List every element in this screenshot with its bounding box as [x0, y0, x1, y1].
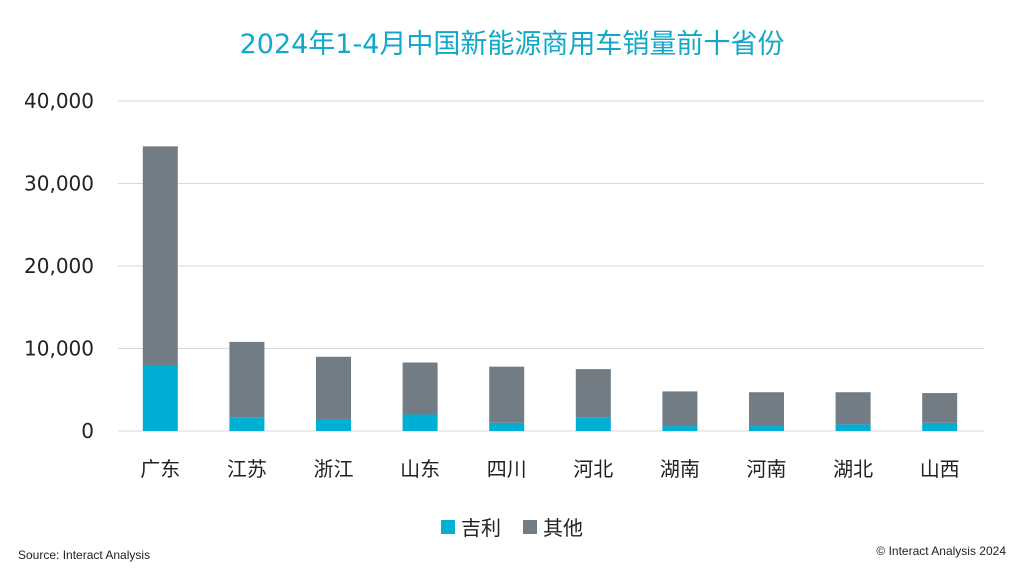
bar-segment-others	[835, 392, 871, 425]
y-tick-label: 20,000	[24, 254, 94, 278]
y-tick-label: 30,000	[24, 172, 94, 196]
bar-segment-others	[402, 362, 438, 415]
bar-segment-geely	[229, 417, 265, 431]
legend-label-others: 其他	[543, 516, 583, 540]
bar-segment-geely	[922, 422, 958, 431]
x-tick-label: 山西	[920, 457, 960, 481]
x-tick-label: 浙江	[314, 457, 354, 481]
bar-segment-geely	[575, 417, 611, 431]
x-tick-label: 四川	[487, 457, 527, 481]
bar-segment-geely	[835, 424, 871, 431]
bar-segment-geely	[489, 422, 525, 431]
y-tick-label: 10,000	[24, 337, 94, 361]
x-tick-label: 湖南	[660, 457, 700, 481]
y-tick-label: 40,000	[24, 89, 94, 113]
legend-item-others: 其他	[523, 512, 583, 541]
bar-segment-others	[316, 356, 351, 420]
legend: 吉利 其他	[0, 512, 1024, 541]
copyright-note: © Interact Analysis 2024	[876, 544, 1006, 558]
y-tick-label: 0	[81, 419, 94, 443]
bar-segment-others	[662, 391, 698, 427]
legend-swatch-geely	[441, 519, 455, 534]
x-tick-label: 河北	[573, 457, 613, 481]
source-note: Source: Interact Analysis	[18, 548, 151, 562]
x-tick-label: 河南	[747, 457, 787, 481]
bar-segment-geely	[662, 426, 698, 431]
x-axis-ticks: 广东 江苏 浙江 山东 四川 河北 湖南 河南 湖北 山西	[140, 457, 959, 481]
bar-segment-geely	[142, 365, 178, 431]
bar-segment-geely	[402, 414, 438, 431]
x-tick-label: 山东	[400, 457, 440, 481]
y-axis-ticks: 0 10,000 20,000 30,000 40,000	[24, 89, 94, 443]
bar-segment-others	[229, 341, 265, 418]
legend-label-geely: 吉利	[461, 516, 501, 540]
x-tick-label: 湖北	[833, 457, 873, 481]
legend-item-geely: 吉利	[441, 512, 501, 541]
bar-segment-others	[142, 146, 178, 365]
bars	[142, 146, 958, 431]
bar-segment-others	[575, 369, 611, 418]
legend-swatch-others	[523, 519, 537, 534]
bar-segment-geely	[316, 419, 351, 431]
bar-segment-others	[922, 393, 958, 423]
x-tick-label: 广东	[140, 457, 180, 481]
bar-segment-others	[749, 392, 784, 427]
bar-segment-others	[489, 366, 525, 423]
x-tick-label: 江苏	[227, 457, 267, 481]
bar-segment-geely	[749, 426, 784, 431]
chart-title: 2024年1-4月中国新能源商用车销量前十省份	[239, 29, 785, 60]
